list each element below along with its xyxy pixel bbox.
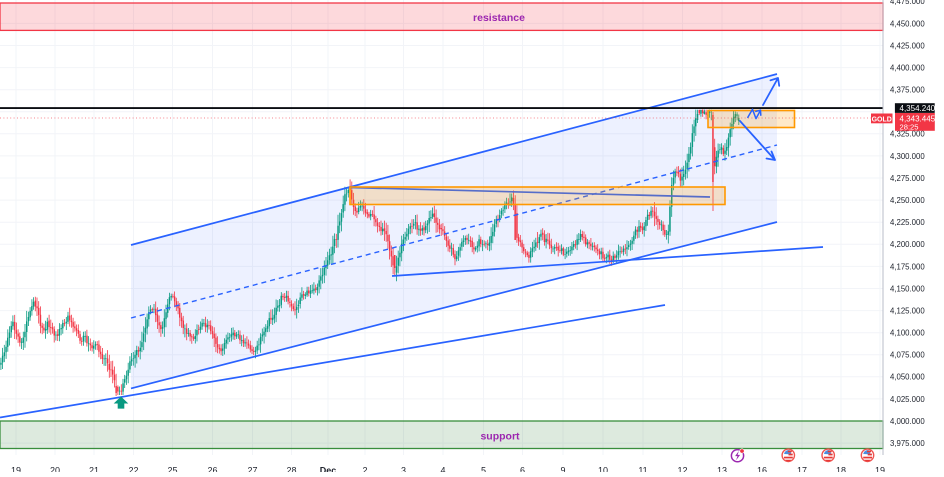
svg-text:4,450.000: 4,450.000 [890, 19, 925, 28]
svg-text:4,343.445: 4,343.445 [900, 115, 936, 124]
svg-text:2: 2 [362, 466, 367, 472]
svg-text:4,025.000: 4,025.000 [890, 395, 925, 404]
svg-text:17: 17 [797, 466, 807, 472]
svg-text:27: 27 [247, 466, 257, 472]
svg-text:GOLD: GOLD [872, 116, 892, 123]
svg-text:4,325.000: 4,325.000 [890, 130, 925, 139]
svg-text:4,475.000: 4,475.000 [890, 0, 925, 6]
svg-text:20: 20 [50, 466, 60, 472]
svg-text:4,225.000: 4,225.000 [890, 218, 925, 227]
svg-text:22: 22 [128, 466, 138, 472]
svg-text:9: 9 [560, 466, 565, 472]
svg-text:18: 18 [836, 466, 846, 472]
svg-text:4,400.000: 4,400.000 [890, 64, 925, 73]
svg-text:4,075.000: 4,075.000 [890, 351, 925, 360]
svg-text:3: 3 [401, 466, 406, 472]
svg-text:Dec: Dec [320, 466, 337, 472]
svg-text:11: 11 [638, 466, 647, 472]
svg-text:4,150.000: 4,150.000 [890, 284, 925, 293]
svg-text:21: 21 [89, 466, 99, 472]
svg-text:19: 19 [875, 466, 885, 472]
svg-text:26: 26 [207, 466, 217, 472]
svg-text:4,050.000: 4,050.000 [890, 373, 925, 382]
svg-text:4,200.000: 4,200.000 [890, 240, 925, 249]
svg-text:4,100.000: 4,100.000 [890, 329, 925, 338]
svg-text:4: 4 [440, 466, 445, 472]
svg-text:resistance: resistance [473, 12, 525, 24]
svg-text:6: 6 [520, 466, 525, 472]
svg-text:4,300.000: 4,300.000 [890, 152, 925, 161]
svg-text:4,125.000: 4,125.000 [890, 307, 925, 316]
svg-text:4,000.000: 4,000.000 [890, 417, 925, 426]
svg-text:28:25: 28:25 [900, 123, 919, 132]
svg-text:4,354.240: 4,354.240 [900, 104, 936, 113]
svg-text:3,975.000: 3,975.000 [890, 439, 925, 448]
svg-text:13: 13 [717, 466, 727, 472]
svg-text:support: support [480, 431, 520, 443]
svg-text:4,175.000: 4,175.000 [890, 262, 925, 271]
svg-text:4,425.000: 4,425.000 [890, 41, 925, 50]
svg-text:5: 5 [481, 466, 486, 472]
svg-text:19: 19 [11, 466, 21, 472]
svg-text:4,275.000: 4,275.000 [890, 174, 925, 183]
svg-text:25: 25 [167, 466, 177, 472]
svg-text:16: 16 [757, 466, 767, 472]
svg-text:10: 10 [598, 466, 608, 472]
svg-text:4,375.000: 4,375.000 [890, 86, 925, 95]
svg-text:12: 12 [677, 466, 687, 472]
svg-text:4,250.000: 4,250.000 [890, 196, 925, 205]
svg-text:28: 28 [286, 466, 296, 472]
